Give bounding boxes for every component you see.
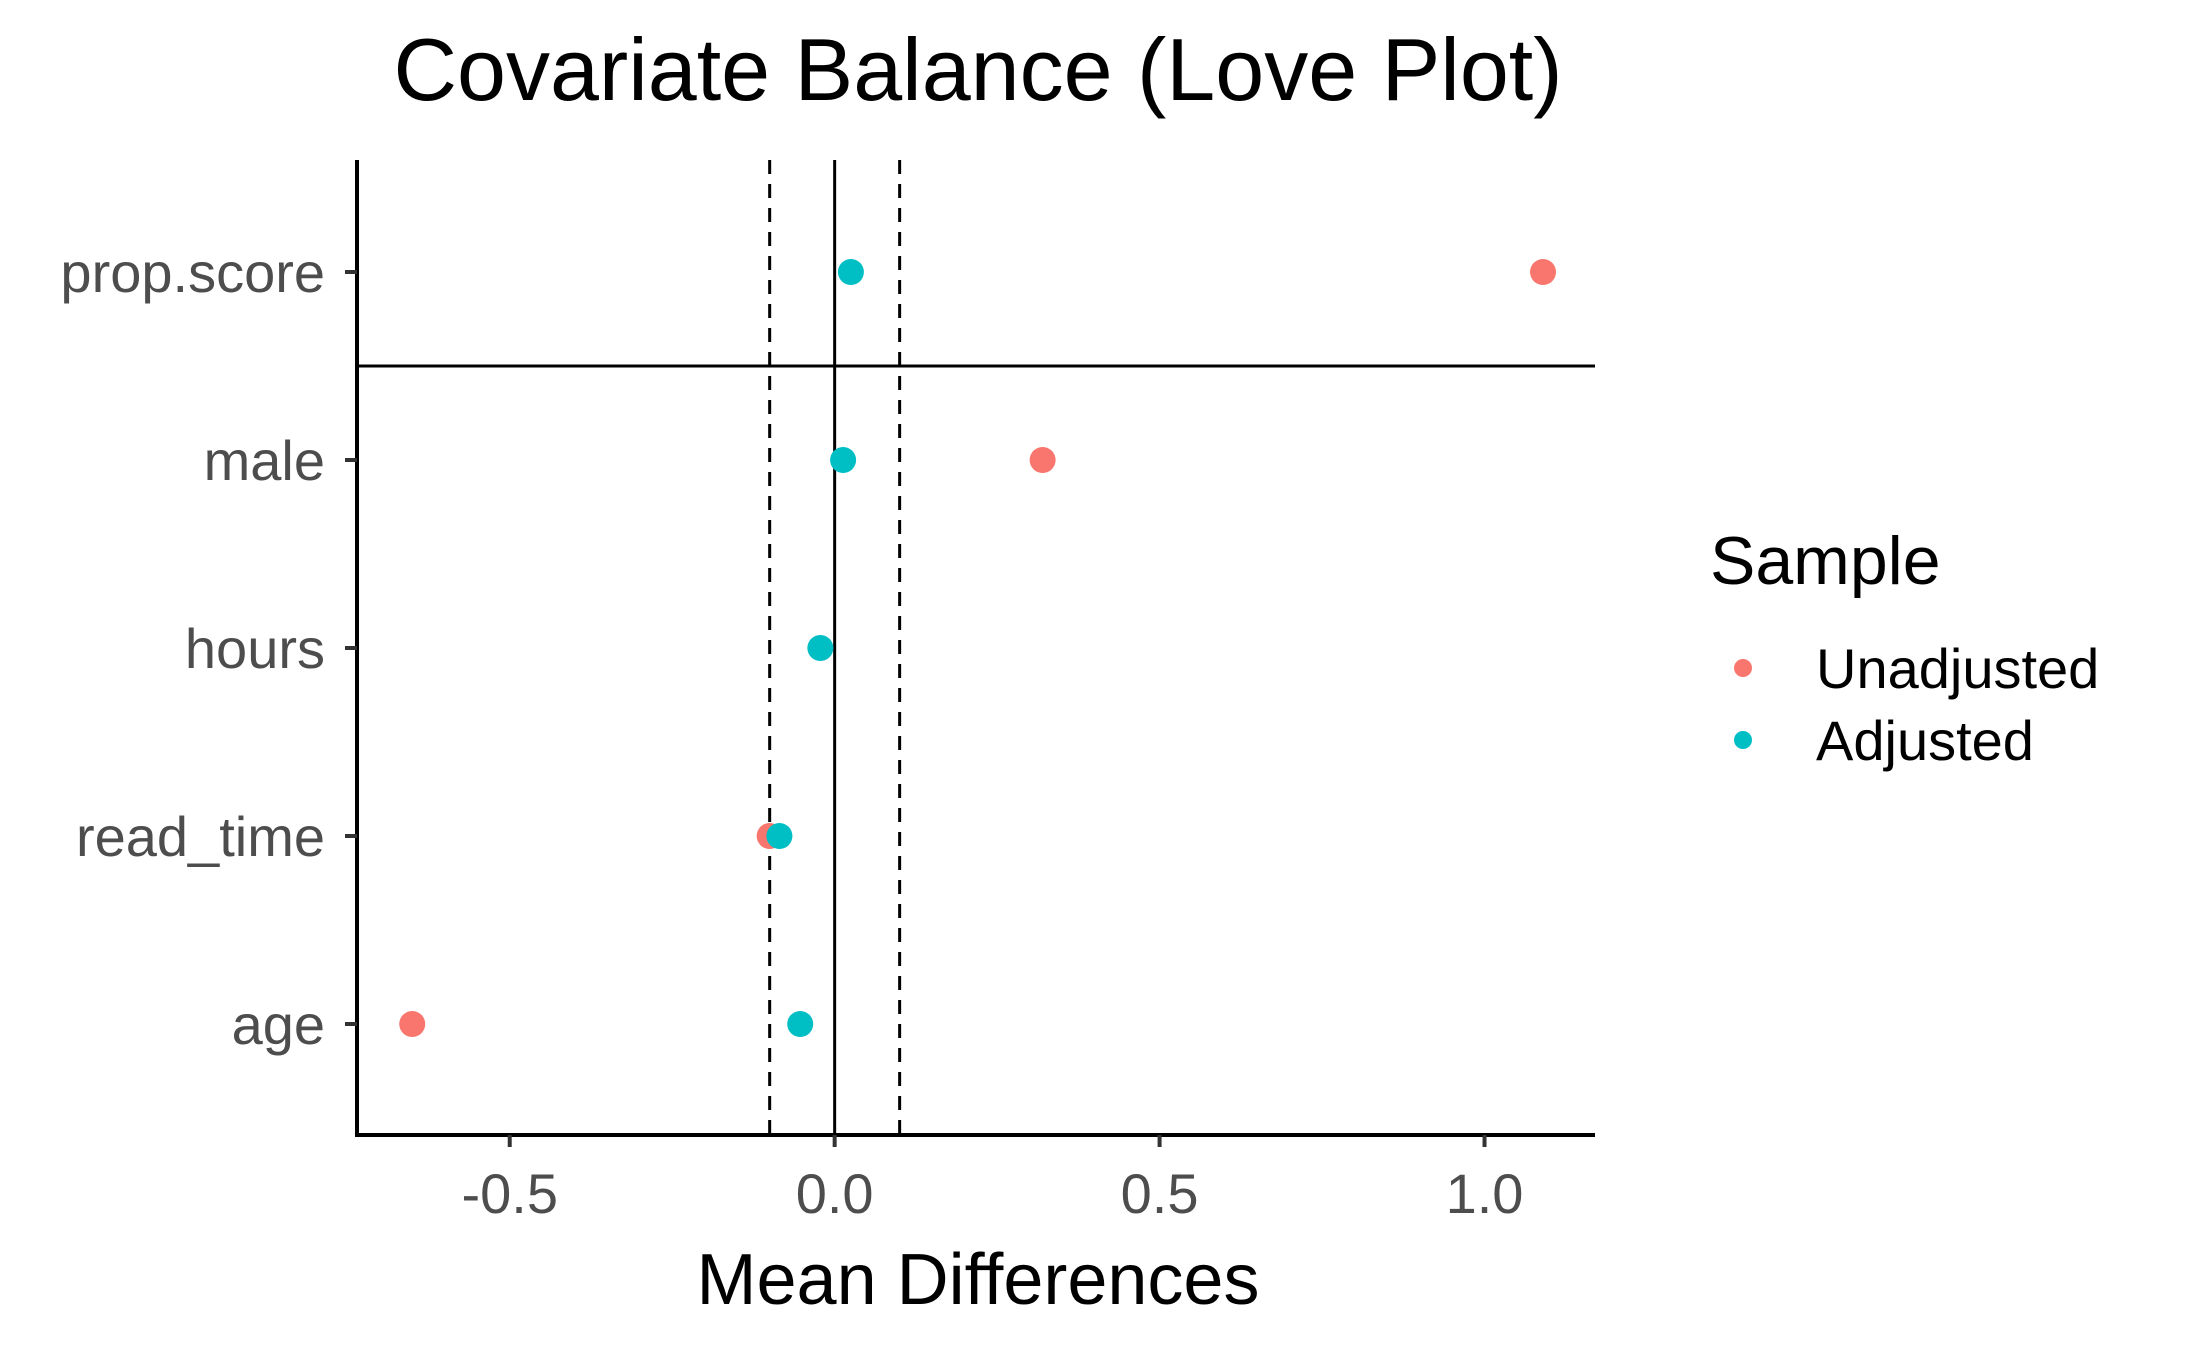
point-adjusted-hours <box>807 635 834 661</box>
legend-title: Sample <box>1710 523 1941 599</box>
legend-label-adjusted: Adjusted <box>1816 709 2034 772</box>
legend-label-unadjusted: Unadjusted <box>1816 637 2099 700</box>
point-adjusted-male <box>830 447 857 473</box>
point-adjusted-age <box>787 1011 814 1037</box>
x-tick-label: 0.0 <box>796 1162 874 1225</box>
legend: Sample Unadjusted Adjusted <box>1710 523 2099 772</box>
y-tick-label-male: male <box>204 429 325 492</box>
point-unadjusted-prop-score <box>1530 259 1557 285</box>
y-tick-label-read-time: read_time <box>76 805 325 868</box>
legend-items: Unadjusted Adjusted <box>1734 637 2099 772</box>
point-adjusted-read-time <box>766 823 793 849</box>
point-unadjusted-age <box>399 1011 426 1037</box>
legend-key-unadjusted <box>1734 659 1752 677</box>
legend-key-adjusted <box>1734 731 1752 749</box>
y-tick-label-prop-score: prop.score <box>60 241 325 304</box>
point-adjusted-prop-score <box>837 259 864 285</box>
x-tick-label: 1.0 <box>1446 1162 1524 1225</box>
chart-title: Covariate Balance (Love Plot) <box>393 20 1562 119</box>
x-axis-title: Mean Differences <box>697 1240 1260 1320</box>
point-unadjusted-male <box>1029 447 1056 473</box>
x-tick-label: 0.5 <box>1121 1162 1199 1225</box>
y-tick-label-hours: hours <box>185 617 325 680</box>
data-points <box>399 259 1557 1037</box>
reference-lines <box>768 160 902 1135</box>
y-tick-label-age: age <box>232 993 325 1056</box>
x-tick-label: -0.5 <box>461 1162 558 1225</box>
x-axis: -0.5 0.0 0.5 1.0 <box>355 1133 1595 1225</box>
